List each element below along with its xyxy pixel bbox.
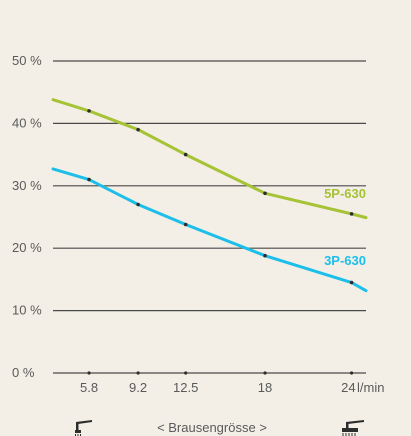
x-tick-label: 24 bbox=[341, 380, 355, 395]
series-group bbox=[51, 98, 368, 293]
y-tick-label: 50 % bbox=[12, 53, 42, 68]
x-tick-dot bbox=[263, 371, 267, 375]
y-tick-label: 40 % bbox=[12, 115, 42, 130]
series-labels: 5P-630 3P-630 bbox=[324, 186, 366, 268]
x-tick-label: 9.2 bbox=[129, 380, 147, 395]
x-tick-dot bbox=[87, 371, 91, 375]
x-tick-label: 18 bbox=[258, 380, 272, 395]
x-axis-ticks: 5.8 9.2 12.5 18 24 bbox=[80, 371, 356, 395]
x-axis-unit: l/min bbox=[357, 380, 384, 395]
y-axis-ticks: 50 % 40 % 30 % 20 % 10 % 0 % bbox=[12, 53, 42, 380]
y-tick-label: 20 % bbox=[12, 240, 42, 255]
y-tick-label: 30 % bbox=[12, 178, 42, 193]
large-shower-icon bbox=[342, 420, 364, 436]
data-point bbox=[183, 222, 188, 227]
series-label: 5P-630 bbox=[324, 186, 366, 201]
series-label: 3P-630 bbox=[324, 253, 366, 268]
x-tick-dot bbox=[136, 371, 140, 375]
data-point bbox=[349, 212, 354, 216]
data-point bbox=[183, 152, 188, 157]
grid-lines bbox=[53, 60, 366, 374]
x-tick-label: 5.8 bbox=[80, 380, 98, 395]
x-axis-label: < Brausengrösse > bbox=[157, 420, 267, 435]
data-point bbox=[349, 280, 354, 285]
y-tick-label: 0 % bbox=[12, 365, 35, 380]
small-shower-icon bbox=[75, 420, 92, 436]
y-tick-label: 10 % bbox=[12, 303, 42, 318]
data-point bbox=[136, 202, 140, 207]
data-point bbox=[136, 127, 140, 132]
data-point bbox=[87, 109, 91, 113]
x-tick-dot bbox=[349, 371, 354, 375]
series-line bbox=[51, 98, 368, 220]
data-point bbox=[263, 253, 267, 258]
x-tick-label: 12.5 bbox=[173, 380, 198, 395]
x-tick-dot bbox=[184, 371, 188, 375]
series-line bbox=[51, 167, 368, 293]
data-point bbox=[263, 191, 267, 196]
data-point bbox=[87, 177, 91, 182]
